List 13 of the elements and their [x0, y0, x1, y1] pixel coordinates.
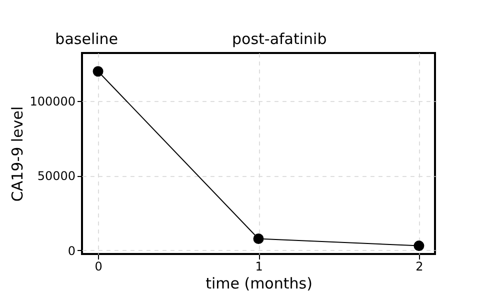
- point: [92, 66, 104, 77]
- y-tick-label: 0: [68, 244, 76, 258]
- point: [253, 234, 264, 244]
- x-tick-label: 2: [416, 260, 424, 274]
- x-tick-label: 0: [94, 260, 102, 274]
- y-axis-title: CA19-9 level: [8, 106, 27, 202]
- y-tick-label: 100000: [30, 94, 76, 108]
- text: baseline: [55, 30, 118, 48]
- point: [414, 240, 424, 252]
- x-tick-label: 1: [255, 260, 263, 274]
- y-tick-label: 50000: [37, 169, 76, 184]
- x-axis-title: time (months): [206, 274, 312, 292]
- text: post-afatinib: [232, 30, 327, 48]
